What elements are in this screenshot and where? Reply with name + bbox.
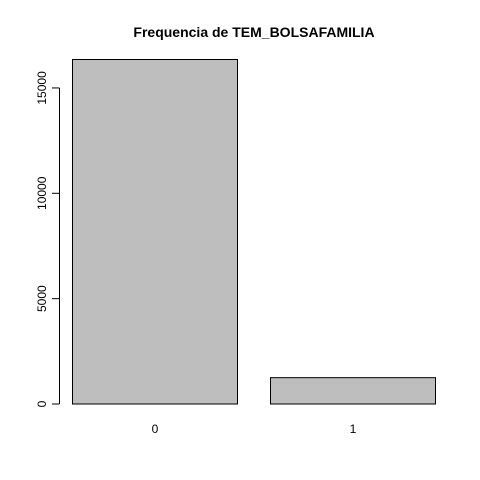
- x-tick-label-0: 0: [152, 422, 159, 436]
- y-axis: 0 5000 10000 15000: [35, 71, 60, 407]
- x-tick-label-1: 1: [350, 422, 357, 436]
- y-tick-label-10000: 10000: [35, 176, 49, 210]
- bar-1: [271, 378, 436, 404]
- bar-0: [73, 60, 238, 405]
- y-tick-label-5000: 5000: [35, 285, 49, 312]
- chart-title: Frequencia de TEM_BOLSAFAMILIA: [133, 24, 374, 40]
- y-tick-label-15000: 15000: [35, 71, 49, 105]
- bars: [73, 60, 436, 405]
- y-tick-label-0: 0: [35, 400, 49, 407]
